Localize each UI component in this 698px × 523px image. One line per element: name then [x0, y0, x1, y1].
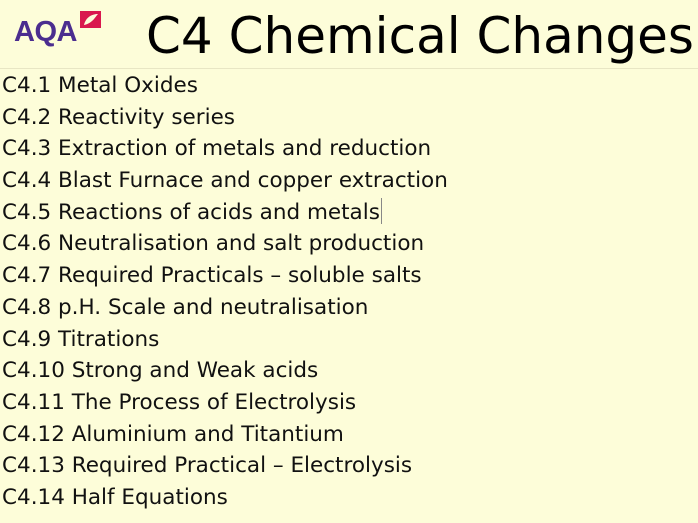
topic-text: C4.5 Reactions of acids and metals	[2, 199, 380, 225]
topic-item: C4.7 Required Practicals – soluble salts	[2, 263, 422, 289]
topic-item: C4.8 p.H. Scale and neutralisation	[2, 294, 369, 320]
topic-item: C4.9 Titrations	[2, 326, 160, 352]
topic-item: C4.6 Neutralisation and salt production	[2, 231, 425, 257]
topic-item: C4.13 Required Practical – Electrolysis	[2, 453, 413, 479]
text-cursor	[380, 197, 382, 224]
topic-item: C4.1 Metal Oxides	[2, 73, 198, 98]
topic-item: C4.14 Half Equations	[2, 484, 228, 510]
aqa-logo: AQA	[14, 11, 101, 48]
topic-item: C4.3 Extraction of metals and reduction	[2, 136, 432, 162]
slide-header: AQA C4 Chemical Changes	[0, 0, 698, 69]
logo-text: AQA	[14, 16, 77, 48]
topic-item: C4.10 Strong and Weak acids	[2, 358, 319, 384]
topic-item: C4.11 The Process of Electrolysis	[2, 389, 357, 415]
page-title: C4 Chemical Changes	[146, 7, 694, 65]
topic-item: C4.12 Aluminium and Titantium	[2, 421, 344, 447]
topic-item: C4.2 Reactivity series	[2, 104, 235, 130]
topic-item: C4.4 Blast Furnace and copper extraction	[2, 168, 448, 194]
topic-item[interactable]: C4.5 Reactions of acids and metals	[2, 197, 448, 229]
aqa-leaf-icon	[79, 11, 101, 28]
topic-list: C4.1 Metal Oxides C4.2 Reactivity series…	[2, 70, 448, 514]
